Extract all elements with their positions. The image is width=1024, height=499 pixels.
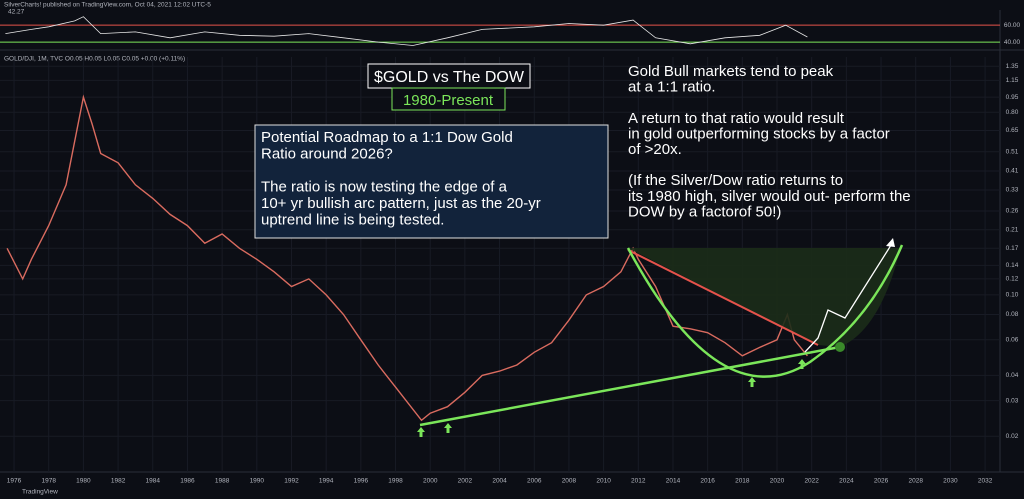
side-note-line: its 1980 high, silver would out- perform… [628,188,911,205]
series-line [6,94,808,422]
y-tick-label: 0.08 [1006,311,1019,318]
side-note-line: in gold outperforming stocks by a factor [628,125,890,142]
x-tick-label: 1992 [284,478,299,485]
y-tick-label: 0.21 [1006,226,1019,233]
x-tick-label: 1988 [215,478,230,485]
x-tick-label: 1994 [319,478,334,485]
note-box-text: Potential Roadmap to a 1:1 Dow GoldRatio… [261,129,541,229]
note-box-line: Ratio around 2026? [261,146,393,163]
x-tick-label: 2008 [562,478,577,485]
y-tick-label: 0.51 [1006,148,1019,155]
y-tick-label: 0.14 [1006,262,1019,269]
note-box-line: uptrend line is being tested. [261,212,444,229]
note-box [254,124,609,239]
indicator-value: 42.27 [8,9,25,16]
x-tick-label: 2022 [804,478,819,485]
x-tick-label: 1998 [388,478,403,485]
x-tick-label: 1980 [76,478,91,485]
y-tick-label: 0.03 [1006,397,1019,404]
symbol-legend: GOLD/DJI, 1M, TVC O0.05 H0.05 L0.05 C0.0… [4,56,185,63]
x-tick-label: 2010 [596,478,611,485]
y-tick-label: 1.35 [1006,63,1019,70]
y-tick-label: 40.00 [1004,39,1021,46]
x-tick-label: 2000 [423,478,438,485]
y-tick-label: 0.02 [1006,433,1019,440]
x-tick-label: 1986 [180,478,195,485]
shaded-region [628,248,900,347]
y-tick-label: 0.10 [1006,292,1019,299]
note-box-line: The ratio is now testing the edge of a [261,179,508,196]
chart-title: $GOLD vs The DOW [374,69,525,86]
x-tick-label: 1990 [250,478,265,485]
x-tick-label: 2004 [492,478,507,485]
projection-arrow [804,241,894,353]
y-tick-label: 0.80 [1006,109,1019,116]
y-tick-label: 0.04 [1006,372,1019,379]
y-tick-label: 0.65 [1006,127,1019,134]
x-tick-label: 2012 [631,478,646,485]
y-tick-label: 0.95 [1006,94,1019,101]
x-tick-label: 2006 [527,478,542,485]
side-note-line: of >20x. [628,141,682,158]
y-tick-label: 0.17 [1006,245,1019,252]
x-tick-label: 1978 [41,478,56,485]
arrow-head [886,238,895,247]
chart-subtitle: 1980-Present [403,92,494,109]
x-tick-label: 1976 [7,478,22,485]
x-tick-label: 2002 [458,478,473,485]
x-tick-label: 1996 [354,478,369,485]
y-tick-label: 0.12 [1006,276,1019,283]
side-note-line: at a 1:1 ratio. [628,79,716,96]
side-note-line: DOW by a factorof 50!) [628,203,781,220]
x-tick-label: 2014 [666,478,681,485]
side-note-line: Gold Bull markets tend to peak [628,63,834,80]
x-tick-label: 2032 [978,478,993,485]
note-box-line: Potential Roadmap to a 1:1 Dow Gold [261,129,513,146]
x-tick-label: 2028 [908,478,923,485]
bullish-arc [626,244,904,378]
y-tick-label: 0.41 [1006,168,1019,175]
drawings [417,238,904,437]
arc-point [835,342,845,352]
x-tick-label: 2024 [839,478,854,485]
x-tick-label: 2018 [735,478,750,485]
uptrend-line [419,345,841,427]
publisher: SilverCharts! published on TradingView.c… [4,2,211,9]
y-tick-label: 60.00 [1004,22,1021,29]
x-tick-label: 2016 [700,478,715,485]
series-line [5,16,808,46]
side-note-line: A return to that ratio would result [628,110,845,127]
green-arrows [417,359,806,437]
y-tick-label: 0.33 [1006,187,1019,194]
downtrend-line [627,249,819,346]
x-tick-label: 1984 [146,478,161,485]
x-tick-label: 2026 [874,478,889,485]
side-note-line: (If the Silver/Dow ratio returns to [628,172,843,189]
footer-logo: TradingView [22,489,58,496]
x-tick-label: 2030 [943,478,958,485]
y-tick-label: 0.26 [1006,208,1019,215]
y-tick-label: 0.06 [1006,336,1019,343]
subtitle-box [391,87,506,111]
x-tick-label: 1982 [111,478,126,485]
note-box-line: 10+ yr bullish arc pattern, just as the … [261,195,541,212]
y-tick-label: 1.15 [1006,77,1019,84]
x-tick-label: 2020 [770,478,785,485]
